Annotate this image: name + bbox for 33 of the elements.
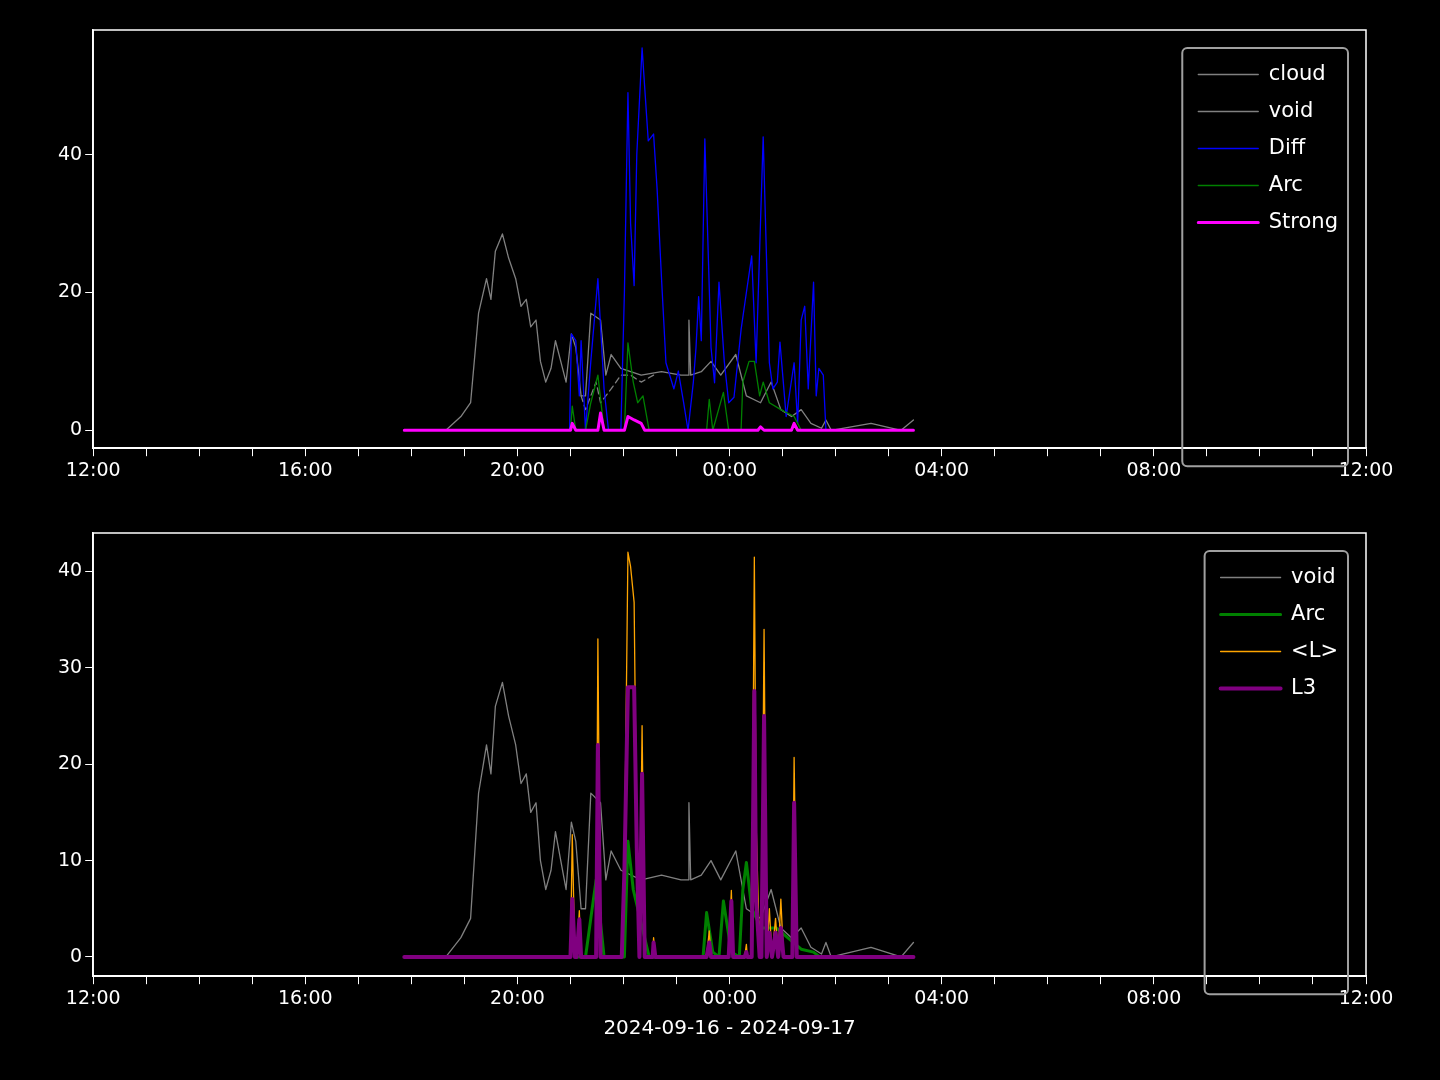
y-tick-label: 40 [57, 558, 83, 581]
legend-label: void [1268, 97, 1314, 122]
line-series [580, 374, 655, 411]
x-tick-label: 08:00 [1126, 457, 1182, 480]
y-tick-label: 30 [57, 654, 83, 677]
legend-label: cloud [1268, 60, 1326, 85]
x-tick-label: 12:00 [1338, 985, 1394, 1008]
x-tick-label: 04:00 [914, 457, 970, 480]
y-tick-label: 20 [57, 751, 83, 774]
y-tick-label: 10 [57, 847, 83, 870]
legend-label: Arc [1291, 600, 1326, 625]
legend-label: L3 [1291, 674, 1317, 699]
x-tick-label: 16:00 [277, 457, 333, 480]
y-tick-label: 0 [70, 417, 83, 440]
y-tick-label: 20 [57, 279, 83, 302]
legend-label: <L> [1291, 637, 1339, 662]
x-tick-label: 12:00 [65, 457, 121, 480]
y-tick-label: 40 [57, 141, 83, 164]
y-tick-label: 0 [70, 943, 83, 966]
x-tick-label: 16:00 [277, 985, 333, 1008]
legend-label: void [1291, 563, 1336, 588]
legend-label: Diff [1268, 134, 1306, 159]
legend-label: Strong [1268, 208, 1339, 233]
x-tick-label: 08:00 [1126, 985, 1182, 1008]
legend-label: Arc [1268, 171, 1303, 196]
x-axis-title: 2024-09-16 - 2024-09-17 [603, 1015, 856, 1040]
x-tick-label: 12:00 [65, 985, 121, 1008]
x-tick-label: 20:00 [490, 457, 545, 480]
x-tick-label: 12:00 [1338, 457, 1394, 480]
x-tick-label: 00:00 [702, 457, 757, 480]
x-tick-label: 04:00 [914, 985, 970, 1008]
x-tick-label: 20:00 [490, 985, 545, 1008]
x-tick-label: 00:00 [702, 985, 757, 1008]
